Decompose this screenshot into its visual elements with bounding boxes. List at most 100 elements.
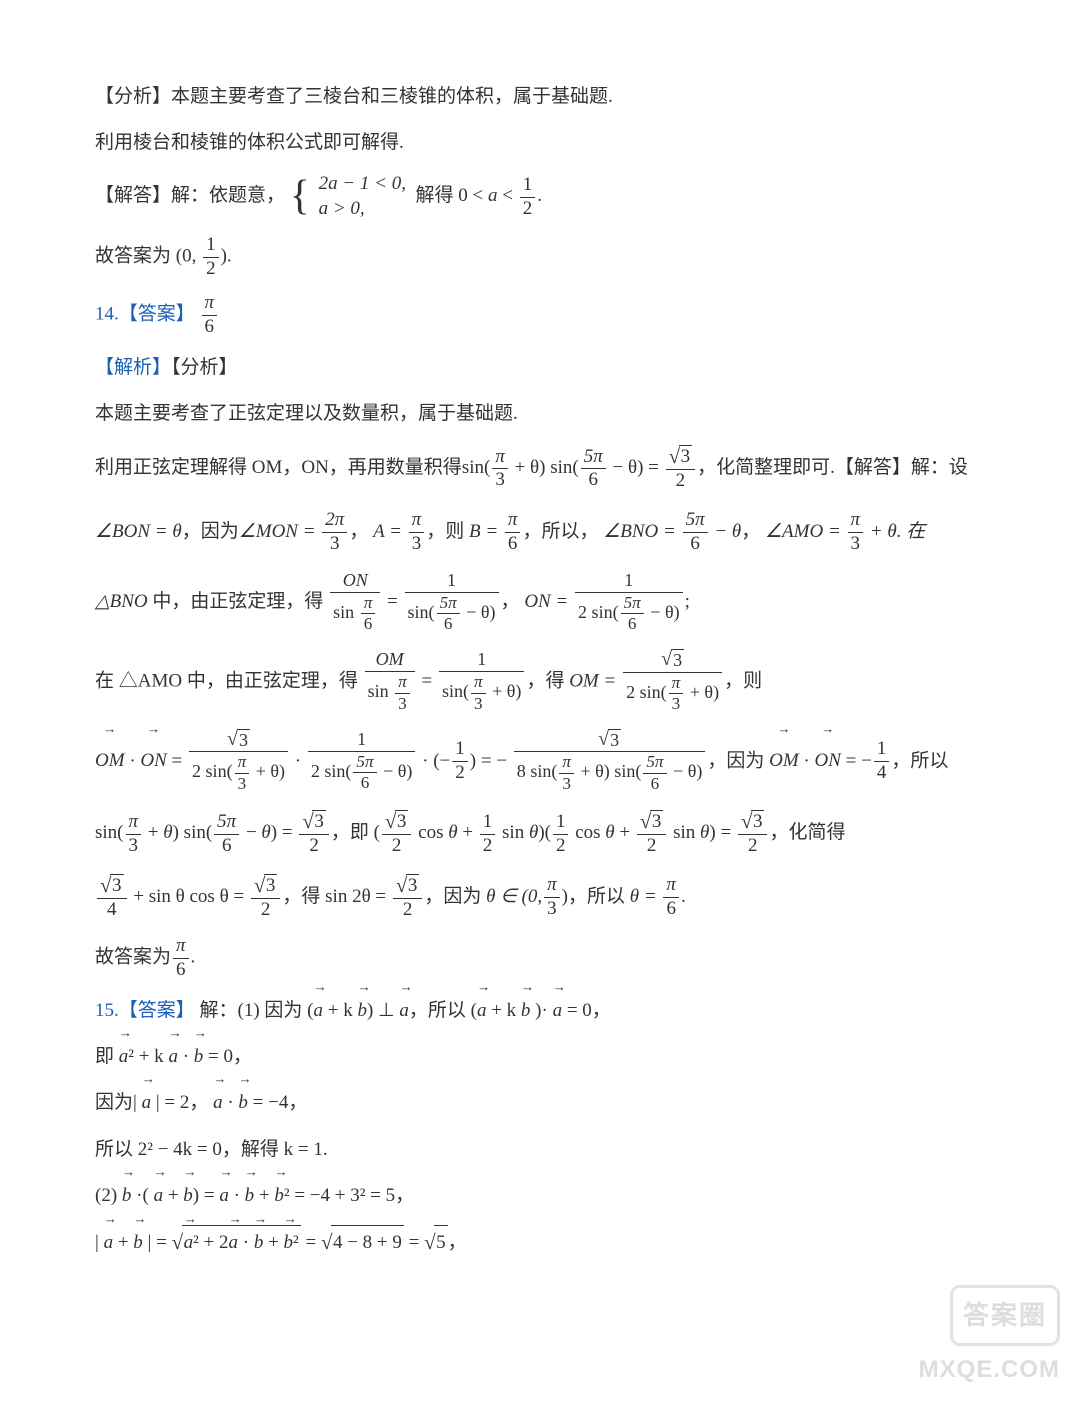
- dot-ab-3: ·: [229, 1185, 245, 1206]
- q14-analysis-head: 【解析】【分析】: [95, 351, 995, 385]
- q15-last: | a + b | = a² + 2a · b + b² = 4 − 8 + 9…: [95, 1225, 995, 1260]
- eq-zero: = 0，: [203, 1046, 252, 1067]
- plus-2: +: [113, 1232, 133, 1253]
- solution-13: 【解答】解：依题意， { 2a − 1 < 0, a > 0, 解得 0 < a…: [95, 172, 995, 221]
- dot-eq-zero: = 0，: [562, 1000, 611, 1021]
- cdot-1: ·: [290, 750, 306, 771]
- range-open: θ ∈ (0,: [486, 886, 542, 907]
- m-l1: sin(: [462, 457, 491, 478]
- vec-b-8: b: [274, 1179, 284, 1213]
- vec-OM-2: OM: [769, 736, 799, 785]
- dot-t2: 1 2 sin(5π6 − θ): [308, 729, 416, 794]
- one-over-sin-2: 1 sin(π3 + θ): [439, 649, 524, 714]
- OM-eq: OM =: [569, 670, 621, 691]
- so: ，所以，: [522, 521, 598, 542]
- m-tail: ，化简整理即可.: [697, 457, 835, 478]
- plus-k: + k: [323, 1000, 357, 1021]
- ON-over-sin: ON sin π6: [330, 570, 380, 635]
- q15-line4: 所以 2² − 4k = 0，解得 k = 1.: [95, 1133, 995, 1167]
- sol-prefix: 解：依题意，: [171, 185, 285, 206]
- sqrt3-over-2: 32: [666, 445, 696, 493]
- dot-ab-2: ·: [223, 1092, 239, 1113]
- theta-eq: θ =: [630, 886, 662, 907]
- vec-b-5: b: [122, 1179, 132, 1213]
- q14-sinelaw-amo: 在 △AMO 中，由正弦定理，得 OM sin π3 = 1 sin(π3 + …: [95, 649, 995, 715]
- frac-half: 12: [520, 174, 536, 221]
- in-tri: 中，由正弦定理，得: [148, 591, 324, 612]
- p1-prefix: 解：(1) 因为 (: [200, 1000, 314, 1021]
- solution-label: 【解答】: [95, 185, 171, 206]
- vec-a-5: a: [119, 1040, 129, 1074]
- frac-half-2: 12: [203, 234, 219, 281]
- vec-a-1: a: [314, 994, 324, 1028]
- bno-lhs: ∠BNO =: [603, 521, 680, 542]
- ze: ，则: [724, 670, 762, 691]
- b-sq: ² = −4 + 3² = 5，: [284, 1185, 414, 1206]
- then: ，则: [426, 521, 464, 542]
- perp: ) ⊥: [367, 1000, 399, 1021]
- tri-amo: 在 △AMO 中，由正弦定理，得: [95, 670, 358, 691]
- method-text: 利用正弦定理解得 OM，ON，再用数量积得: [95, 457, 462, 478]
- q15-number: 15.: [95, 1000, 119, 1021]
- left-brace: {: [290, 176, 310, 218]
- answer-label: 【答案】: [119, 304, 195, 325]
- vec-b-6: b: [183, 1179, 193, 1213]
- semi: ;: [685, 591, 690, 612]
- eq-sqrt-1: =: [301, 1232, 321, 1253]
- l3-prefix: 因为|: [95, 1092, 142, 1113]
- conclusion-13: 故答案为 (0, 12).: [95, 234, 995, 281]
- last-mid: | =: [143, 1232, 172, 1253]
- B-eq: B =: [469, 521, 503, 542]
- vec-a-7: a: [142, 1086, 152, 1120]
- angle-bon: ∠BON = θ: [95, 521, 182, 542]
- vec-ON: ON: [140, 736, 166, 785]
- conc-open: (0,: [176, 245, 197, 266]
- q14-number: 14.: [95, 304, 119, 325]
- vec-a-8: a: [213, 1086, 223, 1120]
- conc-14: 故答案为: [95, 947, 171, 968]
- dot-eq: =: [167, 750, 187, 771]
- final-comma: ，: [448, 1232, 467, 1253]
- solve-intro: 解：设: [911, 457, 968, 478]
- sin2theta: sin 2θ =: [325, 886, 391, 907]
- q14-answer: 14.【答案】 π6: [95, 292, 995, 339]
- last-prefix: |: [95, 1232, 104, 1253]
- q14-sinelaw-bno: △BNO 中，由正弦定理，得 ON sin π6 = 1 sin(5π6 − θ…: [95, 570, 995, 635]
- plus-sincos: + sin θ cos θ =: [129, 886, 249, 907]
- vec-a-9: a: [154, 1179, 164, 1213]
- vec-a-6: a: [168, 1040, 178, 1074]
- q14-dotproduct: OM · ON = 3 2 sin(π3 + θ) · 1 2 sin(5π6 …: [95, 729, 995, 795]
- bno-tail: − θ: [710, 521, 742, 542]
- one-over-sin: 1 sin(5π6 − θ): [405, 570, 499, 635]
- q14-angles: ∠BON = θ，因为∠MON = 2π3， A = π3，则 B = π6，所…: [95, 507, 995, 556]
- get-2: ，得: [282, 886, 320, 907]
- q15-line3: 因为| a | = 2， a · b = −4，: [95, 1086, 995, 1120]
- solve-label: 【解答】: [835, 457, 911, 478]
- analysis-label-14: 【解析】: [95, 357, 171, 378]
- ON-result: 1 2 sin(5π6 − θ): [575, 570, 683, 635]
- q14-expand: sin(π3 + θ) sin(5π6 − θ) = 32，即 (32 cos …: [95, 808, 995, 857]
- q14-simplify: 34 + sin θ cos θ = 32，得 sin 2θ = 32，因为 θ…: [95, 872, 995, 921]
- vec-a-11: a: [104, 1226, 114, 1260]
- ON-eq: ON =: [524, 591, 573, 612]
- conc-prefix: 故答案为: [95, 245, 171, 266]
- vec-ON-2: ON: [815, 736, 841, 785]
- m-mt: − θ) =: [608, 457, 664, 478]
- simplify: ，化简得: [769, 822, 845, 843]
- result-prefix: 解得: [416, 185, 454, 206]
- sqrt-expr-2: 4 − 8 + 9: [331, 1225, 404, 1260]
- ab-dot-val: = −4，: [248, 1092, 307, 1113]
- tri-bno: △BNO: [95, 591, 148, 612]
- eq-sqrt5: =: [404, 1232, 424, 1253]
- answer-label-15: 【答案】: [119, 1000, 195, 1021]
- eq-1: =: [387, 591, 402, 612]
- system-content: 2a − 1 < 0, a > 0,: [319, 172, 406, 221]
- l2-prefix: 即: [95, 1046, 119, 1067]
- close-eq: ) =: [193, 1185, 220, 1206]
- sqrt-expr-1: a² + 2a · b + b²: [182, 1225, 301, 1260]
- get-1: ，得: [526, 670, 564, 691]
- p2-prefix: (2): [95, 1185, 122, 1206]
- eq-2: =: [422, 670, 437, 691]
- q15-line2: 即 a² + k a · b = 0，: [95, 1040, 995, 1074]
- q15-answer: 15.【答案】 解：(1) 因为 (a + k b) ⊥ a，所以 (a + k…: [95, 994, 995, 1028]
